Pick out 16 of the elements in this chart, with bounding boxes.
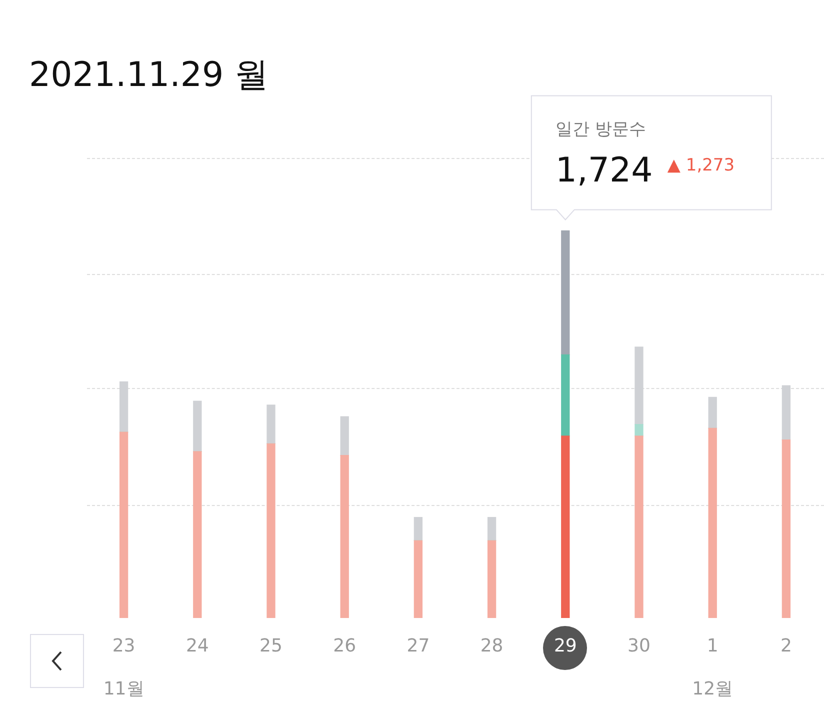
annotation: 1,724: [555, 150, 653, 191]
x-tick-label: 27: [406, 635, 430, 656]
x-tick-label: 23: [112, 635, 136, 656]
x-tick-label: 26: [333, 635, 356, 656]
x-tick-label: 2: [780, 635, 792, 656]
x-tick-label: 25: [260, 635, 282, 656]
chart-title: 2021.11.29 월: [29, 54, 268, 97]
x-tick-label: 28: [480, 635, 504, 656]
x-tick-label: 30: [628, 635, 650, 656]
x-tick-label: 24: [186, 635, 209, 656]
text: ▲ 1,273: [667, 156, 735, 176]
text: 11월: [103, 678, 144, 700]
x-tick-label: 1: [706, 635, 718, 656]
text: 12월: [692, 678, 734, 700]
text: 일간 방문수: [555, 120, 646, 140]
x-tick-label: 29: [554, 635, 577, 656]
